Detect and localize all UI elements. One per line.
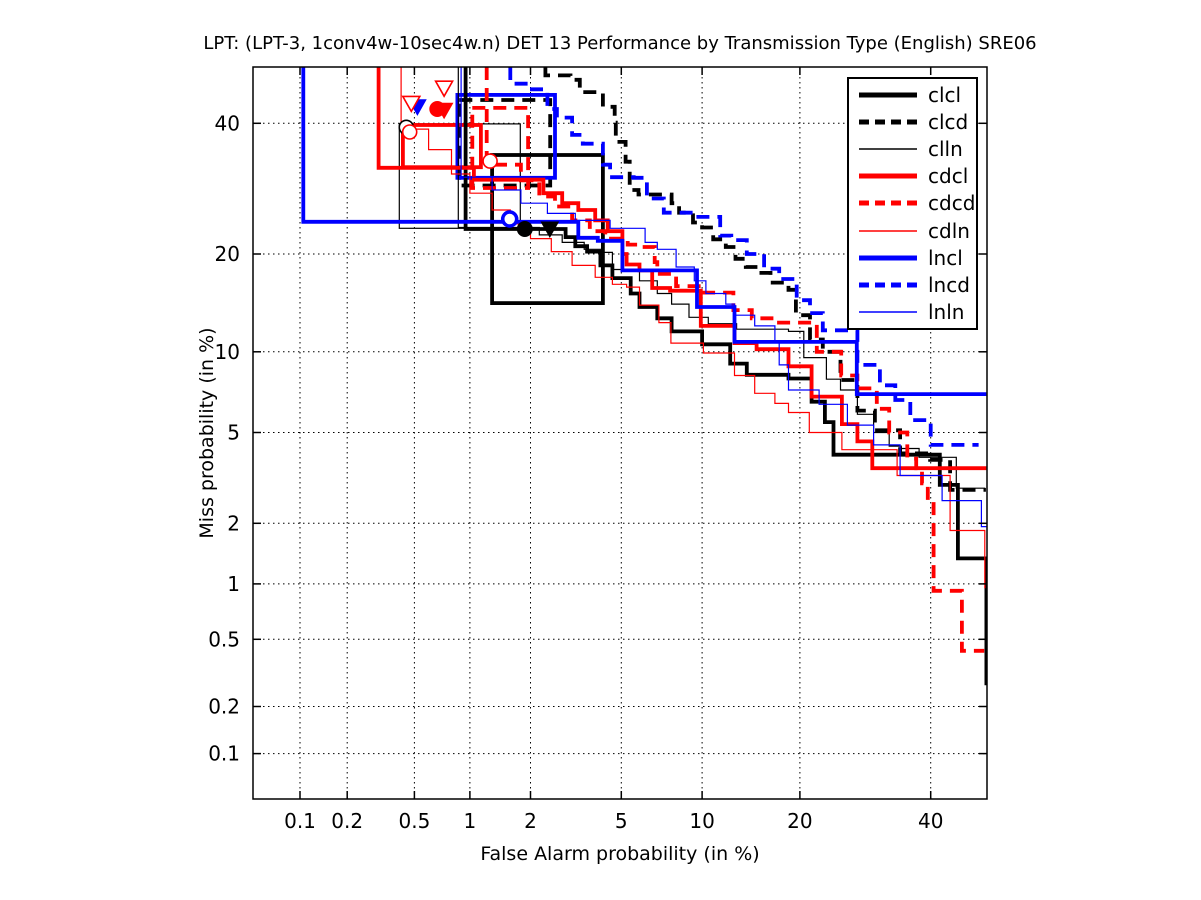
- det-curve-lnln: [460, 67, 987, 528]
- x-tick-label: 0.5: [398, 809, 430, 833]
- x-tick-label: 40: [918, 809, 943, 833]
- legend-entry-cdcl: cdcl: [857, 163, 976, 189]
- legend-label-clcd: clcd: [928, 109, 969, 134]
- legend-label-clcl: clcl: [928, 82, 962, 107]
- y-tick-label: 0.2: [208, 695, 240, 719]
- legend-label-clln: clln: [928, 137, 963, 162]
- circle-marker-9: [401, 124, 418, 140]
- legend-label-lncd: lncd: [928, 273, 970, 298]
- circle-marker-4: [516, 221, 533, 237]
- legend-entry-lncd: lncd: [857, 272, 976, 298]
- confidence-box-cdcd: [470, 106, 530, 190]
- x-axis-label: False Alarm probability (in %): [480, 843, 760, 865]
- legend-line-sample-clln: [859, 148, 917, 150]
- det-curve-clcl: [463, 67, 987, 686]
- legend-line-sample-cdcl: [859, 173, 917, 179]
- legend-line-sample-lnln: [859, 311, 917, 314]
- legend-entry-lncl: lncl: [857, 245, 976, 271]
- legend-label-lncl: lncl: [928, 245, 963, 270]
- det-curve-lncl: [301, 67, 987, 396]
- x-tick-label: 2: [524, 809, 537, 833]
- y-tick-label: 0.1: [208, 742, 240, 766]
- y-tick-label: 40: [215, 111, 240, 135]
- x-tick-label: 5: [615, 809, 628, 833]
- x-tick-label: 1: [464, 809, 477, 833]
- figure-title: LPT: (LPT-3, 1conv4w-10sec4w.n) DET 13 P…: [203, 33, 1037, 54]
- legend-label-cdcl: cdcl: [928, 164, 969, 189]
- legend-label-lnln: lnln: [928, 300, 965, 325]
- det-curve-cdln: [400, 67, 986, 589]
- x-tick-label: 20: [787, 809, 812, 833]
- legend-entry-clcl: clcl: [857, 82, 976, 108]
- legend-line-sample-lncd: [859, 282, 917, 288]
- y-tick-label: 0.5: [208, 627, 240, 651]
- legend-box: clcl clcd clln cdcl cdcd cdln lncl lncd lnln: [847, 77, 978, 330]
- triangle-down-marker-5: [540, 221, 560, 239]
- y-tick-label: 5: [227, 421, 240, 445]
- legend-label-cdln: cdln: [928, 218, 970, 243]
- y-tick-label: 2: [227, 511, 240, 535]
- plot-area: [301, 67, 987, 686]
- legend-line-sample-clcl: [859, 92, 917, 98]
- x-tick-label: 0.1: [284, 809, 316, 833]
- y-tick-label: 1: [227, 572, 240, 596]
- confidence-box-clcd: [457, 98, 553, 188]
- legend-line-sample-clcd: [859, 119, 917, 125]
- legend-line-sample-cdln: [859, 229, 917, 232]
- x-tick-label: 10: [689, 809, 714, 833]
- triangle-down-marker-6: [434, 80, 454, 98]
- circle-marker-10: [482, 153, 498, 169]
- x-tick-label: 0.2: [331, 809, 363, 833]
- y-axis-label: Miss probability (in %): [196, 327, 218, 539]
- legend-label-cdcd: cdcd: [928, 191, 976, 216]
- det-curve-lncd: [508, 67, 979, 447]
- y-tick-label: 10: [215, 340, 240, 364]
- circle-marker-3: [500, 210, 519, 228]
- legend-line-sample-lncl: [859, 255, 917, 261]
- y-tick-label: 20: [215, 242, 240, 266]
- legend-entry-lnln: lnln: [857, 299, 976, 325]
- triangle-down-marker-2: [434, 102, 454, 120]
- legend-entry-clln: clln: [857, 136, 976, 162]
- legend-entry-cdcd: cdcd: [857, 190, 976, 216]
- legend-entry-cdln: cdln: [857, 218, 976, 244]
- legend-entry-clcd: clcd: [857, 109, 976, 135]
- legend-line-sample-cdcd: [859, 200, 917, 206]
- triangle-down-marker-7: [401, 95, 422, 114]
